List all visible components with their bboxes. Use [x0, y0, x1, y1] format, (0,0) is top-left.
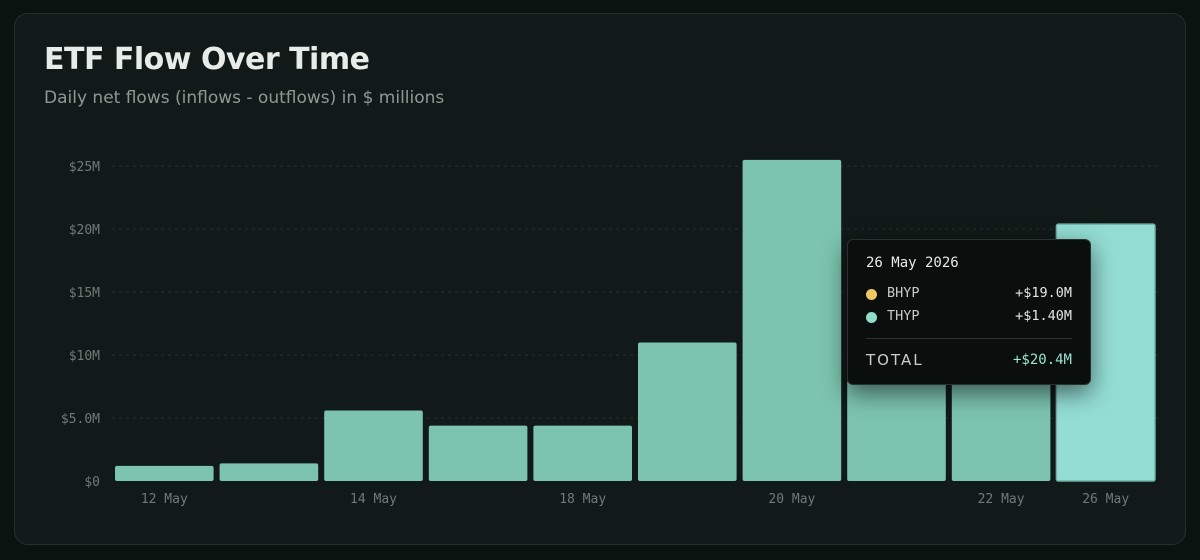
x-tick-label: 18 May	[559, 492, 606, 507]
bar-14-may[interactable]	[324, 410, 423, 481]
bar-21-may[interactable]	[847, 380, 946, 481]
bar-15-may[interactable]	[428, 425, 528, 481]
x-tick-label: 20 May	[768, 492, 815, 507]
chart-subtitle: Daily net flows (inflows - outflows) in …	[44, 88, 445, 108]
y-tick-label: $5.0M	[61, 412, 100, 427]
tooltip-date: 26 May 2026	[866, 255, 959, 271]
tooltip-series-name: THYP	[887, 308, 920, 324]
bar-22-may[interactable]	[951, 380, 1051, 481]
bar-12-may[interactable]	[115, 465, 214, 481]
tooltip-total-value: +$20.4M	[1012, 352, 1072, 368]
x-tick-label: 14 May	[350, 492, 397, 507]
tooltip-series-name: BHYP	[887, 285, 920, 301]
bhyp-legend-dot	[866, 289, 877, 300]
tooltip-row-bhyp: BHYP +$19.0M	[866, 284, 1072, 304]
tooltip-series-value: +$19.0M	[1015, 285, 1072, 301]
y-tick-label: $0	[84, 475, 100, 490]
y-tick-label: $20M	[69, 223, 100, 238]
tooltip-row-thyp: THYP +$1.40M	[866, 307, 1072, 327]
bar-18-may[interactable]	[533, 425, 632, 481]
bar-13-may[interactable]	[219, 463, 319, 481]
tooltip: 26 May 2026 BHYP +$19.0M THYP +$1.40M TO…	[847, 239, 1091, 385]
thyp-legend-dot	[866, 312, 877, 323]
x-tick-label: 12 May	[141, 492, 188, 507]
bar-19-may[interactable]	[638, 342, 737, 481]
y-tick-label: $25M	[69, 160, 100, 175]
tooltip-divider	[866, 338, 1072, 339]
y-tick-label: $10M	[69, 349, 100, 364]
tooltip-series-value: +$1.40M	[1015, 308, 1072, 324]
y-tick-label: $15M	[69, 286, 100, 301]
tooltip-total-label: TOTAL	[866, 351, 924, 369]
x-tick-label: 22 May	[978, 492, 1025, 507]
chart-title: ETF Flow Over Time	[44, 42, 370, 77]
x-tick-label: 26 May	[1082, 492, 1129, 507]
bar-20-may[interactable]	[742, 159, 842, 481]
